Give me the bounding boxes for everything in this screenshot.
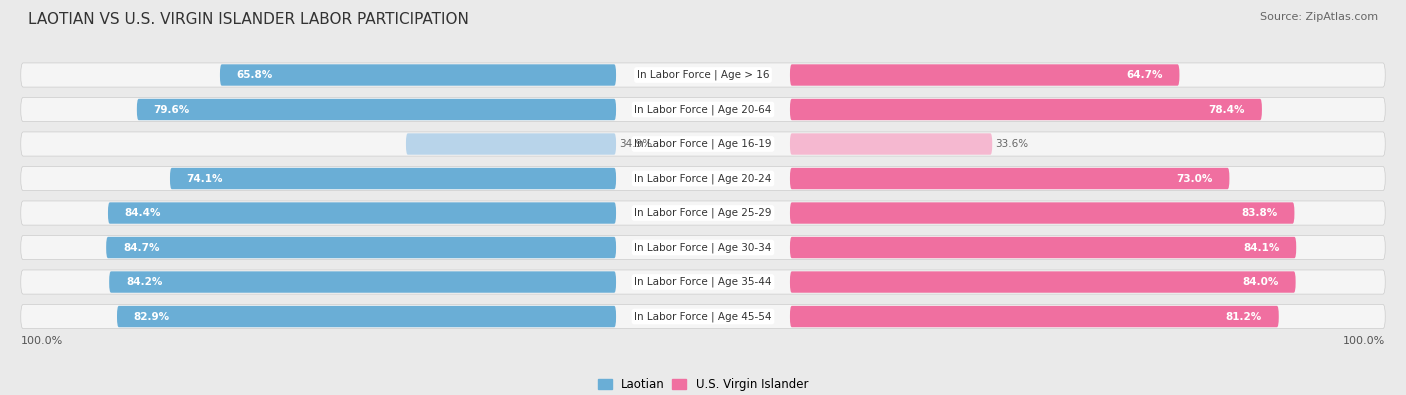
Text: In Labor Force | Age 35-44: In Labor Force | Age 35-44 [634, 277, 772, 287]
Text: 100.0%: 100.0% [1343, 337, 1385, 346]
FancyBboxPatch shape [790, 99, 1263, 120]
Text: 34.9%: 34.9% [620, 139, 652, 149]
FancyBboxPatch shape [790, 202, 1295, 224]
FancyBboxPatch shape [406, 134, 616, 155]
Text: 84.0%: 84.0% [1243, 277, 1279, 287]
Text: 73.0%: 73.0% [1177, 173, 1213, 184]
FancyBboxPatch shape [21, 166, 1385, 191]
Text: 78.4%: 78.4% [1209, 105, 1246, 115]
Text: 84.2%: 84.2% [127, 277, 162, 287]
Text: In Labor Force | Age > 16: In Labor Force | Age > 16 [637, 70, 769, 80]
Text: 74.1%: 74.1% [187, 173, 224, 184]
FancyBboxPatch shape [790, 64, 1180, 86]
FancyBboxPatch shape [21, 270, 1385, 294]
Text: In Labor Force | Age 45-54: In Labor Force | Age 45-54 [634, 311, 772, 322]
FancyBboxPatch shape [790, 306, 1279, 327]
FancyBboxPatch shape [790, 271, 1295, 293]
Text: 84.1%: 84.1% [1243, 243, 1279, 252]
FancyBboxPatch shape [21, 98, 1385, 122]
Text: 64.7%: 64.7% [1126, 70, 1163, 80]
Text: 83.8%: 83.8% [1241, 208, 1278, 218]
Text: 82.9%: 82.9% [134, 312, 170, 322]
FancyBboxPatch shape [21, 132, 1385, 156]
Text: 84.7%: 84.7% [122, 243, 159, 252]
FancyBboxPatch shape [21, 305, 1385, 329]
FancyBboxPatch shape [107, 237, 616, 258]
FancyBboxPatch shape [790, 134, 993, 155]
FancyBboxPatch shape [790, 237, 1296, 258]
Text: Source: ZipAtlas.com: Source: ZipAtlas.com [1260, 12, 1378, 22]
FancyBboxPatch shape [117, 306, 616, 327]
FancyBboxPatch shape [219, 64, 616, 86]
Text: 65.8%: 65.8% [236, 70, 273, 80]
FancyBboxPatch shape [21, 63, 1385, 87]
Text: In Labor Force | Age 16-19: In Labor Force | Age 16-19 [634, 139, 772, 149]
FancyBboxPatch shape [136, 99, 616, 120]
Text: 84.4%: 84.4% [125, 208, 162, 218]
FancyBboxPatch shape [790, 168, 1229, 189]
Text: 100.0%: 100.0% [21, 337, 63, 346]
FancyBboxPatch shape [170, 168, 616, 189]
FancyBboxPatch shape [110, 271, 616, 293]
Text: 81.2%: 81.2% [1226, 312, 1263, 322]
Text: 79.6%: 79.6% [153, 105, 190, 115]
Text: 33.6%: 33.6% [995, 139, 1029, 149]
Text: In Labor Force | Age 20-24: In Labor Force | Age 20-24 [634, 173, 772, 184]
FancyBboxPatch shape [21, 235, 1385, 260]
FancyBboxPatch shape [108, 202, 616, 224]
Text: In Labor Force | Age 25-29: In Labor Force | Age 25-29 [634, 208, 772, 218]
FancyBboxPatch shape [21, 201, 1385, 225]
Text: In Labor Force | Age 30-34: In Labor Force | Age 30-34 [634, 242, 772, 253]
Text: LAOTIAN VS U.S. VIRGIN ISLANDER LABOR PARTICIPATION: LAOTIAN VS U.S. VIRGIN ISLANDER LABOR PA… [28, 12, 470, 27]
Legend: Laotian, U.S. Virgin Islander: Laotian, U.S. Virgin Islander [593, 373, 813, 395]
Text: In Labor Force | Age 20-64: In Labor Force | Age 20-64 [634, 104, 772, 115]
